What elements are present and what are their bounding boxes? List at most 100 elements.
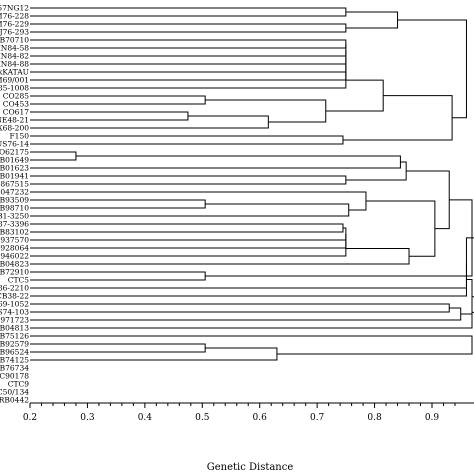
distance-axis: 0.2 0.3 0.4 0.5 0.6 0.7 0.8 0.9 Genetic Distanc…	[23, 402, 474, 473]
leaf-label: IN84-82	[0, 52, 29, 61]
leaf-label: CO617	[3, 108, 29, 117]
leaf-label: B946022	[0, 252, 29, 261]
leaf-label: B1-3250	[0, 212, 29, 221]
dendrogram-branch	[30, 303, 450, 313]
dendrogram-branch	[30, 151, 77, 161]
dendrogram-branch	[30, 241, 347, 257]
dendrogram-branch	[30, 44, 347, 57]
leaf-label: UJ76-293	[0, 28, 29, 37]
tick-label: 0.6	[253, 413, 268, 423]
leaf-labels: 57NG12M76-228M76-229UJ76-293B70710IN84-5…	[0, 4, 29, 405]
leaf-label: IN84-88	[0, 60, 29, 69]
leaf-label: B96524	[0, 348, 29, 357]
leaf-label: CO285	[3, 92, 29, 101]
leaf-label: B937570	[0, 236, 29, 245]
tick-label: 0.2	[23, 413, 37, 423]
leaf-label: S74-103	[0, 308, 29, 317]
leaf-label: B74125	[0, 356, 29, 365]
dendrogram-branch	[30, 237, 474, 289]
axis-title: Genetic Distance	[207, 462, 294, 473]
dendrogram-branch	[30, 347, 278, 361]
dendrogram-branch	[30, 227, 347, 241]
dendrogram-branch	[205, 99, 327, 123]
leaf-label: 86-2210	[0, 284, 29, 293]
leaf-label: NE48-21	[0, 116, 29, 125]
dendrogram-branch	[345, 11, 399, 29]
leaf-label: CO453	[3, 100, 29, 109]
leaf-label: F150	[9, 132, 29, 141]
dendrogram-branch	[30, 191, 367, 211]
dendrogram-branch	[406, 170, 450, 230]
dendrogram-branch	[30, 199, 206, 209]
leaf-label: B01649	[0, 156, 29, 165]
dendrogram-branch	[30, 7, 347, 17]
leaf-label: CTC5	[8, 276, 29, 285]
dendrogram-branch	[30, 23, 347, 33]
dendrogram-branch	[30, 223, 344, 233]
leaf-label: B04823	[0, 260, 29, 269]
leaf-label: B867515	[0, 180, 29, 189]
leaf-label: C90178	[0, 372, 29, 381]
leaf-label: B01941	[0, 172, 29, 181]
tick-label: 0.5	[195, 413, 210, 423]
dendrogram-branch	[365, 200, 436, 257]
leaf-label: YO62175	[0, 148, 29, 157]
dendrogram-branch	[30, 95, 206, 105]
dendrogram-branch	[30, 262, 467, 297]
axis-ticks: 0.2 0.3 0.4 0.5 0.6 0.7 0.8 0.9	[23, 403, 456, 423]
dendrogram-branch	[30, 343, 206, 353]
dendrogram-branch	[205, 199, 473, 277]
dendrogram-branch	[30, 155, 401, 169]
leaf-label: M69/001	[0, 76, 29, 85]
dendrogram-branch	[397, 19, 467, 119]
leaf-label: B75126	[0, 332, 29, 341]
leaf-label: B01623	[0, 164, 29, 173]
leaf-label: C50/134	[0, 388, 29, 397]
leaf-label: CB38-22	[0, 292, 29, 301]
leaf-label: RB0442	[0, 396, 29, 405]
tick-label: 0.9	[425, 413, 440, 423]
dendrogram-branch	[30, 39, 347, 49]
leaf-label: B76734	[0, 364, 29, 373]
leaf-label: B04813	[0, 324, 29, 333]
dendrogram-branches	[30, 7, 474, 361]
leaf-label: kKATAU	[0, 68, 29, 77]
leaf-label: B70710	[0, 36, 29, 45]
dendrogram-branch	[30, 335, 473, 355]
leaf-label: X68-200	[0, 124, 29, 133]
dendrogram-branch	[30, 72, 347, 89]
tick-label: 0.8	[367, 413, 382, 423]
dendrogram-branch	[342, 95, 453, 141]
dendrogram-branch	[30, 307, 462, 321]
dendrogram-branch	[30, 115, 269, 129]
tick-label: 0.7	[310, 413, 325, 423]
leaf-label: B971723	[0, 316, 29, 325]
tick-label: 0.4	[138, 413, 153, 423]
dendrogram-branch	[30, 203, 350, 217]
leaf-label: IN84-58	[0, 44, 29, 53]
dendrogram-branch	[30, 50, 347, 65]
leaf-label: B93509	[0, 196, 29, 205]
leaf-label: B92579	[0, 340, 29, 349]
leaf-label: M76-228	[0, 12, 29, 21]
leaf-label: B928064	[0, 244, 29, 253]
leaf-label: 57NG12	[0, 4, 29, 13]
dendrogram-branch	[30, 271, 206, 281]
leaf-label: B72910	[0, 268, 29, 277]
leaf-label: CTC9	[8, 380, 29, 389]
dendrogram-branch	[30, 111, 189, 121]
leaf-label: '87-3396	[0, 220, 29, 229]
leaf-label: 69-1052	[0, 300, 29, 309]
tick-label: 0.3	[80, 413, 95, 423]
leaf-label: B98710	[0, 204, 29, 213]
leaf-label: B83102	[0, 228, 29, 237]
dendrogram-branch	[345, 161, 407, 181]
leaf-label: C85-1008	[0, 84, 29, 93]
leaf-label: M76-229	[0, 20, 29, 29]
dendrogram-branch	[30, 234, 347, 249]
dendrogram-branch	[30, 175, 347, 185]
leaf-label: B047232	[0, 188, 29, 197]
dendrogram-branch	[325, 79, 384, 112]
leaf-label: US76-14	[0, 140, 29, 149]
